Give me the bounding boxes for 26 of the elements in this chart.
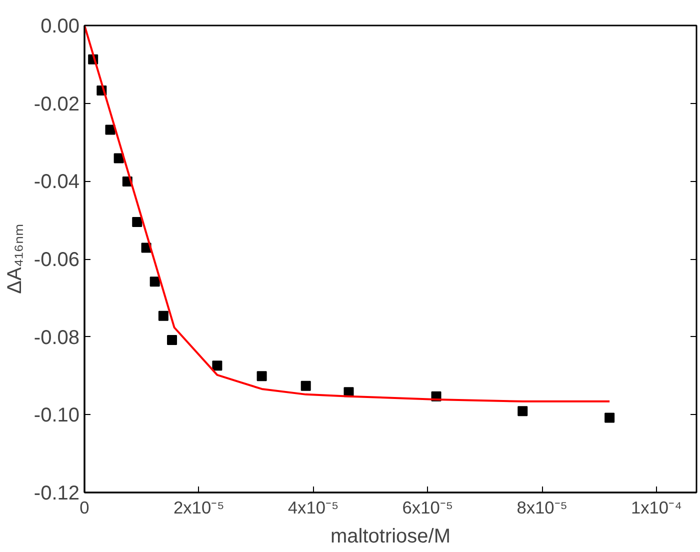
y-axis-title: ΔA₄₁₆ₙₘ [4, 224, 26, 294]
y-tick-label: -0.06 [34, 249, 80, 271]
x-tick-label: 0 [80, 498, 90, 518]
x-axis-title: maltotriose/M [330, 526, 451, 548]
y-tick-label: -0.08 [34, 326, 80, 349]
x-tick-label: 1x10⁻⁴ [630, 498, 682, 518]
x-tick-label: 6x10⁻⁵ [402, 498, 454, 518]
point [158, 310, 168, 321]
point [105, 124, 116, 135]
x-tick-label: 8x10⁻⁵ [516, 498, 568, 518]
point [300, 380, 311, 391]
point [604, 412, 615, 423]
y-tick-label: -0.02 [34, 93, 80, 116]
line-series [84, 26, 611, 402]
y-tick-label: -0.04 [34, 171, 80, 194]
y-tick-label: 0.00 [40, 16, 80, 38]
point [167, 334, 178, 345]
x-tick-label: 4x10⁻⁵ [288, 498, 339, 518]
y-tick-label: -0.12 [34, 482, 80, 504]
y-tick-label: -0.10 [34, 404, 80, 427]
point [518, 406, 528, 416]
point [132, 217, 142, 228]
point [150, 276, 160, 287]
point [256, 371, 267, 382]
point [212, 360, 222, 371]
x-tick-label: 2x10⁻⁵ [174, 498, 224, 518]
